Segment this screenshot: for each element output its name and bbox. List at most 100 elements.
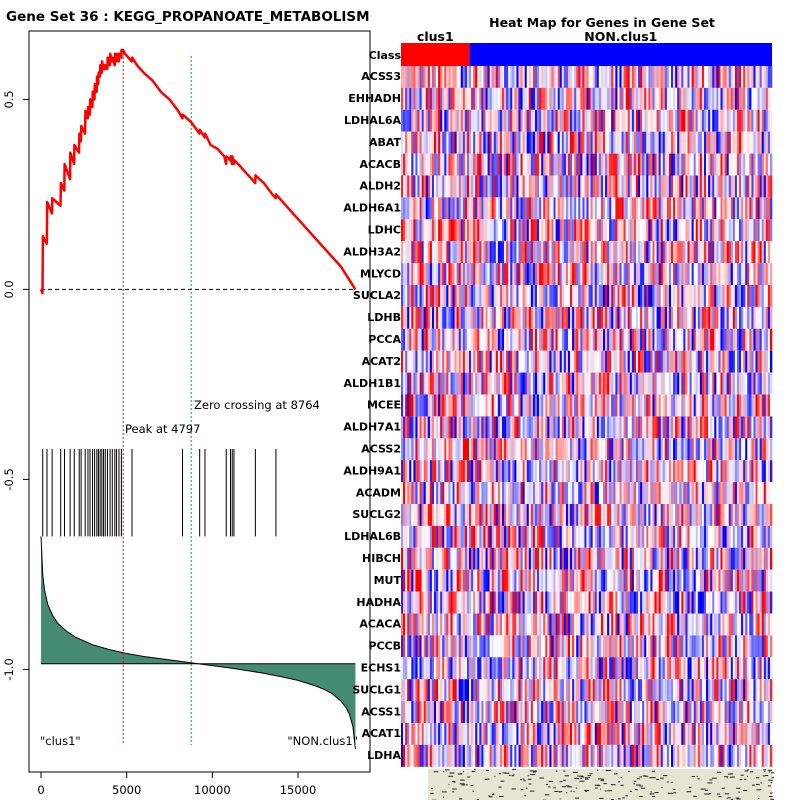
heatmap-cell — [658, 394, 661, 417]
heatmap-cell — [469, 438, 472, 461]
heatmap-cell — [462, 87, 466, 110]
heatmap-cell — [666, 285, 670, 307]
heatmap-cell — [681, 504, 684, 526]
heatmap-cell — [642, 569, 645, 592]
heatmap-cell — [534, 416, 538, 439]
heatmap-cell — [598, 547, 602, 570]
heatmap-cell — [664, 372, 668, 395]
heatmap-cell — [567, 197, 571, 220]
heatmap-cell — [452, 416, 455, 439]
heatmap-cell — [574, 569, 577, 592]
heatmap-cell — [658, 482, 661, 504]
heatmap-cell — [481, 569, 484, 592]
heatmap-cell — [537, 109, 540, 132]
heatmap-cell — [433, 175, 437, 198]
heatmap-cell — [436, 241, 439, 264]
heatmap-cell — [471, 504, 474, 526]
heatmap-cell — [757, 482, 760, 504]
heatmap-cell — [530, 175, 534, 198]
heatmap-cell — [516, 109, 519, 132]
heatmap-cell — [460, 438, 464, 461]
heatmap-cell — [631, 153, 635, 176]
heatmap-cell — [442, 219, 445, 242]
heatmap-cell — [631, 66, 635, 88]
heatmap-cell — [532, 285, 536, 307]
heatmap-cell — [446, 372, 449, 395]
heatmap-cell — [555, 131, 558, 154]
heatmap-cell — [685, 569, 688, 592]
heatmap-cell — [444, 66, 447, 88]
heatmap-cell — [708, 66, 711, 88]
heatmap-cell — [407, 635, 410, 658]
heatmap-cell — [662, 525, 666, 548]
heatmap-cell — [485, 460, 488, 483]
heatmap-cell — [405, 416, 408, 439]
heatmap-cell — [631, 306, 635, 329]
heatmap-cell — [464, 175, 468, 198]
heatmap-cell — [442, 460, 445, 483]
heatmap-cell — [635, 285, 639, 307]
heatmap-cell — [654, 547, 657, 570]
heatmap-cell — [520, 306, 523, 329]
heatmap-cell — [473, 569, 476, 592]
heatmap-cell — [687, 109, 690, 132]
heatmap-cell — [508, 394, 511, 417]
heatmap-cell — [572, 175, 575, 198]
heatmap-cell — [436, 372, 439, 395]
heatmap-cell — [401, 635, 404, 658]
heatmap-cell — [419, 131, 422, 154]
heatmap-cell — [524, 525, 528, 548]
heatmap-cell — [440, 394, 443, 417]
heatmap-cell — [423, 635, 427, 658]
heatmap-cell — [755, 482, 758, 504]
heatmap-cell — [411, 175, 414, 198]
heatmap-cell — [734, 635, 738, 658]
heatmap-cell — [524, 482, 528, 504]
heatmap-cell — [605, 482, 608, 504]
heatmap-cell — [596, 635, 600, 658]
heatmap-cell — [431, 482, 435, 504]
heatmap-cell — [720, 591, 723, 614]
heatmap-cell — [578, 504, 581, 526]
heatmap-cell — [475, 504, 478, 526]
heatmap-cell — [673, 438, 676, 461]
heatmap-cell — [464, 153, 468, 176]
heatmap-cell — [767, 66, 771, 88]
heatmap-cell — [619, 569, 622, 592]
heatmap-cell — [452, 306, 455, 329]
heatmap-cell — [664, 504, 668, 526]
heatmap-cell — [421, 219, 424, 242]
heatmap-cell — [734, 482, 738, 504]
heatmap-cell — [407, 109, 410, 132]
heatmap-cell — [755, 109, 758, 132]
heatmap-cell — [745, 87, 748, 110]
heatmap-cell — [660, 66, 664, 88]
heatmap-cell — [493, 569, 497, 592]
heatmap-cell — [621, 394, 624, 417]
heatmap-cell — [590, 263, 593, 285]
heatmap-cell — [693, 87, 697, 110]
heatmap-cell — [403, 109, 406, 132]
heatmap-cell — [609, 482, 612, 504]
heatmap-cell — [411, 241, 414, 264]
heatmap-cell — [559, 547, 563, 570]
heatmap-cell — [557, 306, 560, 329]
heatmap-cell — [419, 460, 422, 483]
heatmap-cell — [520, 525, 523, 548]
heatmap-cell — [506, 219, 509, 242]
heatmap-cell — [545, 175, 548, 198]
heatmap-cell — [724, 613, 727, 636]
heatmap-cell — [497, 197, 501, 220]
heatmap-cell — [734, 569, 738, 592]
heatmap-cell — [722, 131, 725, 154]
heatmap-cell — [506, 635, 509, 658]
heatmap-cell — [462, 306, 466, 329]
heatmap-cell — [407, 285, 410, 307]
heatmap-cell — [712, 416, 715, 439]
heatmap-cell — [745, 504, 748, 526]
heatmap-cell — [633, 591, 637, 614]
heatmap-cell — [739, 131, 742, 154]
heatmap-cell — [522, 416, 525, 439]
heatmap-cell — [415, 482, 418, 504]
